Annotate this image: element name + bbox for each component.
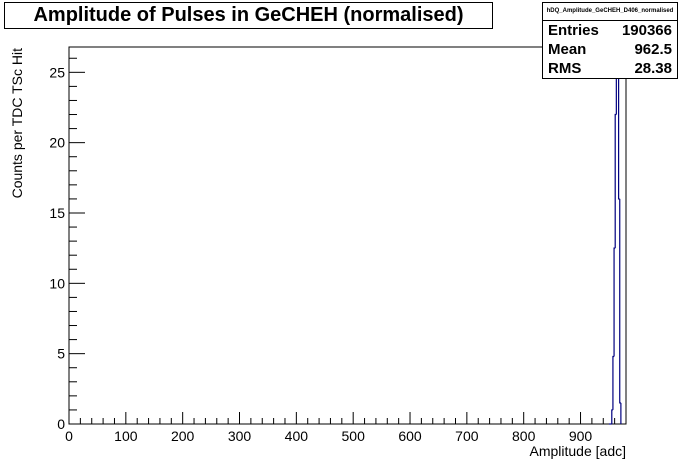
- x-tick-label: 100: [114, 428, 138, 444]
- x-tick-label: 200: [171, 428, 195, 444]
- stats-mean-value: 962.5: [634, 41, 672, 58]
- stats-box: hDQ_Amplitude_GeCHEH_D406_normalised Ent…: [542, 2, 678, 79]
- histogram-bin: [619, 198, 621, 404]
- histogram-bin: [614, 113, 617, 249]
- x-tick-label: 600: [398, 428, 422, 444]
- stats-rms-label: RMS: [548, 60, 582, 77]
- stats-entries-label: Entries: [548, 22, 599, 39]
- stats-row-entries: Entries 190366: [543, 21, 677, 40]
- chart-title: Amplitude of Pulses in GeCHEH (normalise…: [4, 2, 493, 29]
- stats-entries-value: 190366: [621, 22, 672, 39]
- stats-row-rms: RMS 28.38: [543, 59, 677, 78]
- x-tick-label: 700: [455, 428, 479, 444]
- histogram-bin: [611, 409, 613, 424]
- plot-frame: [68, 46, 627, 425]
- stats-row-mean: Mean 962.5: [543, 40, 677, 59]
- x-tick-label: 300: [228, 428, 252, 444]
- x-tick-label: 400: [285, 428, 309, 444]
- x-tick-label: 500: [342, 428, 366, 444]
- histogram-bin: [613, 247, 616, 357]
- y-axis-label: Counts per TDC TSc Hit: [9, 48, 25, 199]
- x-tick-label: 900: [569, 428, 593, 444]
- histogram-bin: [618, 47, 620, 200]
- y-tick-label: 5: [57, 346, 65, 362]
- histogram-bin: [612, 355, 615, 410]
- y-tick-label: 20: [49, 135, 65, 151]
- y-tick-label: 0: [57, 416, 65, 432]
- y-tick-label: 15: [49, 205, 65, 221]
- stats-mean-label: Mean: [548, 41, 587, 58]
- stats-histogram-name: hDQ_Amplitude_GeCHEH_D406_normalised: [543, 3, 677, 21]
- y-tick-label: 25: [49, 64, 65, 80]
- x-axis-label: Amplitude [adc]: [530, 443, 627, 459]
- x-tick-label: 800: [512, 428, 536, 444]
- y-tick-label: 10: [49, 275, 65, 291]
- stats-rms-value: 28.38: [634, 60, 672, 77]
- x-tick-label: 0: [65, 428, 73, 444]
